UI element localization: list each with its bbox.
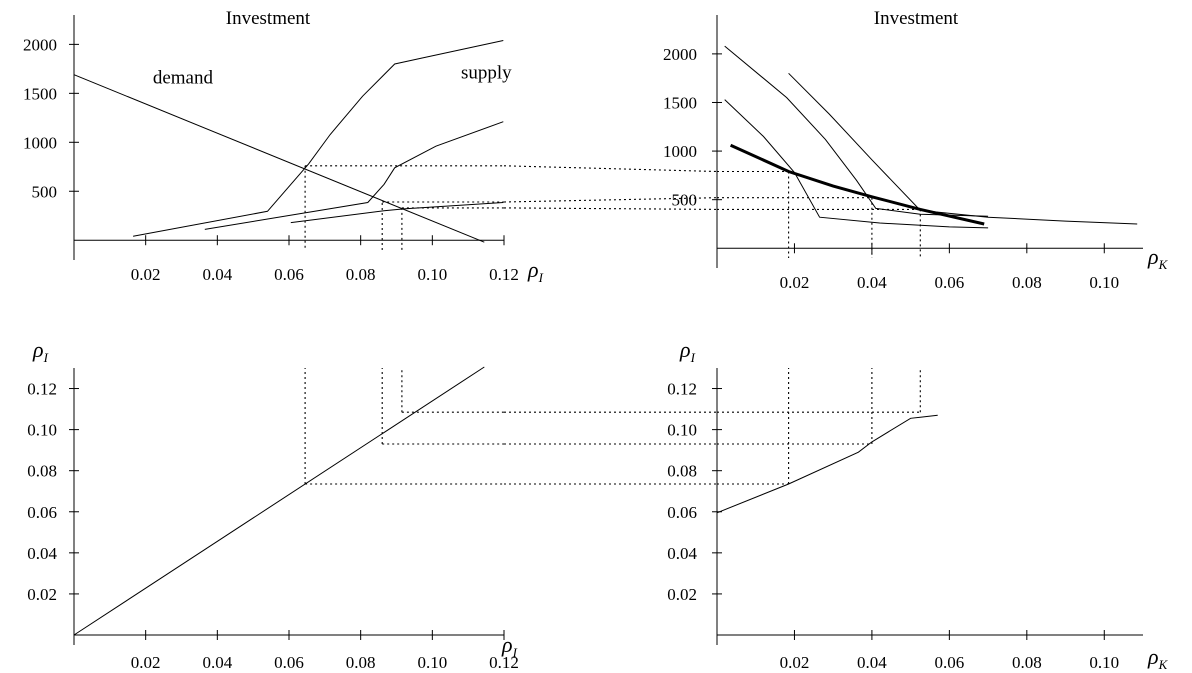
y-tick-label: 1000 — [663, 142, 697, 161]
curves — [73, 40, 504, 243]
x-tick-label: 0.06 — [934, 653, 964, 672]
x-tick-label: 0.08 — [346, 265, 376, 284]
series-line-identity — [73, 366, 485, 636]
y-tick-label: 0.02 — [667, 585, 697, 604]
y-axis-label: ρI — [679, 337, 696, 365]
y-tick-label: 1500 — [663, 93, 697, 112]
y-tick-label: 500 — [672, 191, 698, 210]
chart-title: Investment — [874, 8, 959, 29]
curves — [716, 414, 938, 514]
x-tick-label: 0.10 — [1089, 653, 1119, 672]
x-tick-label: 0.10 — [1089, 273, 1119, 292]
series-line-supply — [204, 121, 504, 230]
y-tick-label: 0.04 — [667, 544, 697, 563]
axis-symbol: ρ — [501, 632, 513, 657]
axis-symbol: ρ — [1147, 644, 1159, 669]
bridge-line — [503, 165, 718, 173]
ticks: 0.02 0.04 0.06 0.08 0.10 500 1000 1500 2000 — [663, 45, 1119, 292]
y-tick-label: 0.08 — [667, 462, 697, 481]
panel-bottom-left: 0.02 0.04 0.06 0.08 0.10 0.12 0.02 0.04 0.06 0.08… — [27, 337, 519, 672]
series-line-demand — [73, 74, 485, 243]
axes — [716, 15, 1143, 268]
x-tick-label: 0.12 — [489, 653, 519, 672]
curves — [724, 45, 1138, 229]
x-tick-label: 0.04 — [202, 653, 232, 672]
axes — [73, 15, 504, 260]
x-tick-label: 0.12 — [489, 265, 519, 284]
axis-subscript: I — [512, 645, 518, 660]
axis-subscript: I — [690, 350, 696, 365]
ticks: 0.02 0.04 0.06 0.08 0.10 0.12 0.02 0.04 0.06 0.08… — [27, 380, 519, 672]
series-line-mapping — [716, 414, 938, 514]
ticks: 0.02 0.04 0.06 0.08 0.10 0.12 500 1000 1500 2000 — [23, 35, 519, 284]
x-tick-label: 0.04 — [202, 265, 232, 284]
series-line-supply — [133, 40, 504, 237]
x-axis-label: ρI — [501, 632, 518, 660]
x-tick-label: 0.08 — [1012, 273, 1042, 292]
guide-lines — [717, 368, 921, 485]
x-tick-label: 0.06 — [934, 273, 964, 292]
x-tick-label: 0.06 — [274, 653, 304, 672]
y-tick-label: 0.10 — [27, 421, 57, 440]
x-tick-label: 0.02 — [131, 265, 161, 284]
axis-symbol: ρ — [679, 337, 691, 362]
series-line-thin — [724, 99, 989, 229]
panel-bottom-right: 0.02 0.04 0.06 0.08 0.10 0.02 0.04 0.06 0.08 0.10… — [667, 337, 1168, 672]
x-tick-label: 0.04 — [857, 273, 887, 292]
x-tick-label: 0.02 — [780, 273, 810, 292]
y-tick-label: 2000 — [23, 35, 57, 54]
x-tick-label: 0.10 — [417, 653, 447, 672]
y-tick-label: 0.12 — [27, 380, 57, 399]
series-line-bold — [729, 143, 985, 226]
y-tick-label: 0.10 — [667, 421, 697, 440]
annotation-demand: demand — [153, 68, 214, 89]
series-line-supply — [290, 202, 504, 224]
x-tick-label: 0.08 — [346, 653, 376, 672]
y-tick-label: 1000 — [23, 133, 57, 152]
bridge-line — [503, 197, 718, 203]
series-line-thin — [724, 45, 989, 217]
x-axis-label: ρK — [1147, 244, 1169, 272]
y-tick-label: 2000 — [663, 45, 697, 64]
x-axis-label: ρI — [527, 257, 544, 285]
y-axis-label: ρI — [32, 337, 49, 365]
axis-subscript: I — [43, 350, 49, 365]
x-tick-label: 0.08 — [1012, 653, 1042, 672]
y-tick-label: 0.06 — [667, 503, 697, 522]
curves — [73, 366, 485, 636]
ticks: 0.02 0.04 0.06 0.08 0.10 0.02 0.04 0.06 0.08 0.10… — [667, 380, 1119, 672]
axis-subscript: K — [1158, 257, 1169, 272]
y-tick-label: 0.04 — [27, 544, 57, 563]
series-line-thin — [788, 72, 1138, 225]
x-tick-label: 0.02 — [131, 653, 161, 672]
axis-subscript: I — [538, 270, 544, 285]
bridge-line — [503, 207, 718, 210]
guide-lines — [304, 165, 504, 250]
x-tick-label: 0.10 — [417, 265, 447, 284]
x-tick-label: 0.06 — [274, 265, 304, 284]
y-tick-label: 0.06 — [27, 503, 57, 522]
y-tick-label: 1500 — [23, 84, 57, 103]
guide-lines — [304, 368, 504, 485]
x-tick-label: 0.04 — [857, 653, 887, 672]
y-tick-label: 500 — [32, 182, 58, 201]
cross-panel-guides — [503, 165, 718, 485]
axis-symbol: ρ — [527, 257, 539, 282]
axis-subscript: K — [1158, 657, 1169, 672]
x-axis-label: ρK — [1147, 644, 1169, 672]
y-tick-label: 0.02 — [27, 585, 57, 604]
axis-symbol: ρ — [1147, 244, 1159, 269]
axis-symbol: ρ — [32, 337, 44, 362]
annotation-supply: supply — [461, 63, 512, 84]
panel-top-left: Investment 0.02 0.04 0.06 0.08 0.10 0.12 500 10… — [23, 8, 544, 285]
x-tick-label: 0.02 — [780, 653, 810, 672]
y-tick-label: 0.12 — [667, 380, 697, 399]
panel-top-right: Investment 0.02 0.04 0.06 0.08 0.10 500 1000 15… — [663, 8, 1169, 292]
y-tick-label: 0.08 — [27, 462, 57, 481]
axes — [73, 368, 504, 645]
axes — [716, 368, 1143, 645]
chart-title: Investment — [226, 8, 311, 29]
